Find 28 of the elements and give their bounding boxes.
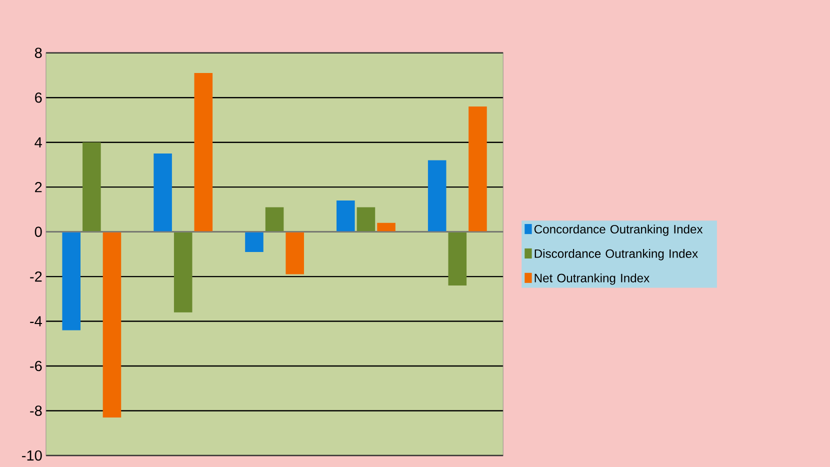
bar — [428, 160, 446, 232]
bar — [468, 106, 487, 232]
y-tick-label: -2 — [30, 271, 42, 282]
legend-label: Discordance Outranking Index — [534, 249, 698, 260]
bar — [102, 232, 122, 418]
y-tick-label: -6 — [30, 360, 42, 372]
bar — [265, 207, 284, 232]
bar — [448, 232, 467, 286]
y-tick-label: 2 — [35, 182, 42, 192]
legend-label: Net Outranking Index — [534, 273, 650, 285]
bar — [62, 232, 81, 330]
bar — [174, 232, 192, 312]
bar — [336, 200, 355, 232]
legend-label: Concordance Outranking Index — [534, 224, 703, 236]
y-tick-label: 8 — [34, 48, 42, 58]
bar — [194, 73, 213, 232]
bar — [245, 232, 264, 252]
y-tick-label: 0 — [34, 226, 42, 237]
y-tick-label: 6 — [35, 92, 42, 103]
bar — [82, 142, 101, 232]
y-tick-label: -8 — [30, 406, 42, 416]
bar — [356, 207, 376, 232]
bar — [154, 154, 172, 232]
y-tick-label: -4 — [30, 316, 42, 326]
bar — [286, 232, 304, 274]
y-tick-label: -10 — [22, 450, 42, 461]
y-tick-label: 4 — [34, 137, 42, 148]
bar — [377, 222, 396, 232]
